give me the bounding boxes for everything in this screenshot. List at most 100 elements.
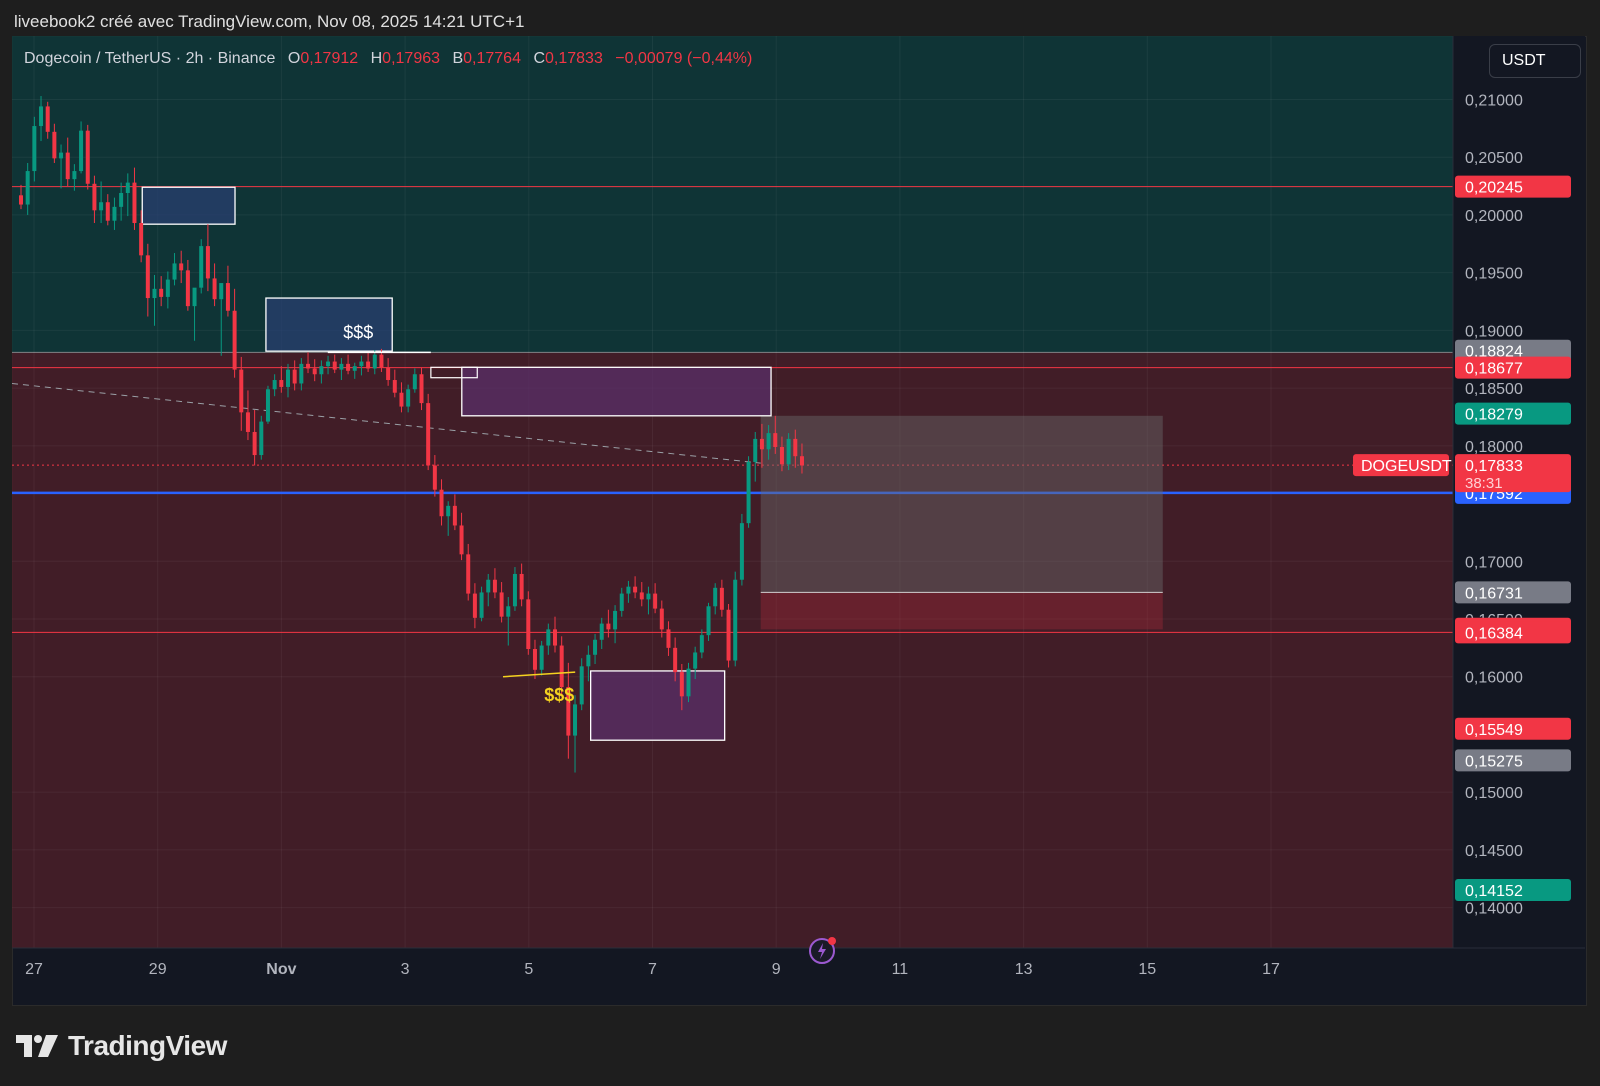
candle-body: [92, 183, 97, 211]
symbol-legend[interactable]: Dogecoin / TetherUS · 2h · Binance O0,17…: [24, 50, 752, 68]
candle-body: [552, 629, 557, 646]
candle-body: [245, 412, 250, 432]
zone-box-2: [461, 366, 772, 417]
candle-body: [285, 369, 290, 387]
candle-body: [479, 592, 484, 618]
candle-body: [392, 380, 397, 393]
symbol-tag-bg: [1353, 454, 1449, 477]
candle-body: [225, 283, 230, 311]
zone-box-1: [265, 297, 393, 352]
candle-body: [673, 647, 678, 673]
currency-button[interactable]: USDT: [1489, 44, 1581, 78]
candle-body: [419, 374, 424, 404]
candle-body: [125, 182, 130, 194]
y-tick-label: 0,18000: [1465, 439, 1523, 456]
x-tick-label: 17: [1262, 961, 1280, 978]
candle-body: [472, 593, 477, 618]
candle-body: [452, 505, 457, 526]
candle-body: [459, 525, 464, 555]
candle-body: [646, 593, 651, 600]
candle-body: [159, 288, 164, 297]
candle-body: [72, 171, 77, 180]
candle-body: [232, 310, 237, 370]
last-price-value: 0,17833: [1465, 458, 1523, 475]
shaded-zone-1: [12, 352, 1453, 948]
price-badge-5-bg: [1455, 581, 1571, 604]
last-price-badge-bg: [1455, 454, 1571, 493]
candle-body: [599, 623, 604, 640]
candle-body: [52, 131, 57, 159]
x-tick-label: 7: [648, 961, 657, 978]
candle-body: [539, 645, 544, 670]
candle-body: [412, 374, 417, 390]
price-badge-8-bg: [1455, 717, 1571, 740]
price-badge-10-bg: [1455, 879, 1571, 902]
candle-body: [719, 587, 724, 610]
candle-body: [773, 433, 778, 447]
candle-body: [25, 171, 30, 205]
annotation-label-0: $$$: [343, 322, 373, 342]
price-badge-8: 0,15549: [1465, 722, 1523, 739]
y-tick-label: 0,20000: [1465, 208, 1523, 225]
symbol-title[interactable]: Dogecoin / TetherUS · 2h · Binance: [24, 50, 276, 67]
candle-body: [619, 593, 624, 611]
trend-line: [12, 382, 761, 464]
x-tick-label: 11: [892, 961, 909, 978]
candles: [19, 96, 804, 773]
candle-body: [573, 704, 578, 736]
candle-body: [519, 573, 524, 600]
candle-body: [319, 366, 324, 375]
candle-body: [653, 593, 658, 609]
price-badge-9-bg: [1455, 749, 1571, 772]
candle-body: [633, 586, 638, 593]
y-tick-label: 0,20500: [1465, 150, 1523, 167]
candle-body: [65, 152, 70, 180]
candle-body: [132, 182, 137, 224]
candle-body: [686, 668, 691, 697]
tradingview-logo[interactable]: TradingView: [16, 1030, 227, 1062]
candle-body: [786, 438, 791, 465]
candle-body: [733, 579, 738, 661]
candle-body: [205, 246, 210, 279]
candle-body: [32, 126, 37, 172]
candle-body: [699, 635, 704, 653]
flash-icon[interactable]: [808, 935, 838, 965]
candle-body: [706, 606, 711, 636]
open-value: 0,17912: [300, 50, 359, 67]
zone-box-0: [141, 186, 236, 225]
candle-body: [306, 363, 311, 369]
candle-body: [766, 433, 771, 450]
candle-body: [679, 672, 684, 697]
candle-body: [19, 195, 23, 205]
high-key: H: [370, 50, 383, 67]
y-tick-label: 0,17000: [1465, 554, 1523, 571]
x-tick-label: 29: [149, 961, 167, 978]
price-badge-10: 0,14152: [1465, 883, 1523, 900]
candle-body: [386, 367, 391, 381]
annotations: $$$ $$$: [327, 322, 576, 705]
candle-body: [426, 403, 431, 466]
candle-body: [626, 586, 631, 594]
candle-body: [339, 363, 344, 370]
zone-boxes: [141, 186, 1163, 741]
y-tick-label: 0,14500: [1465, 843, 1523, 860]
candle-body: [139, 223, 144, 256]
price-badge-1: 0,18824: [1465, 344, 1523, 361]
candle-body: [112, 206, 117, 221]
candle-body: [499, 592, 504, 617]
y-tick-label: 0,21000: [1465, 92, 1523, 109]
candle-body: [312, 368, 317, 375]
candle-body: [265, 389, 270, 422]
price-chart[interactable]: $$$ $$$ 0,21000 0,20500 0,20000 0,19500 0,190…: [12, 36, 1585, 1004]
x-tick-label: 5: [524, 961, 533, 978]
price-badge-3-bg: [1455, 402, 1571, 425]
candle-body: [546, 629, 551, 646]
candle-body: [105, 202, 110, 221]
candle-body: [492, 579, 497, 593]
candle-body: [726, 609, 731, 661]
candle-body: [239, 369, 244, 413]
candle-body: [586, 654, 591, 667]
candle-body: [606, 623, 611, 630]
shaded-zones: [12, 36, 1453, 948]
candle-body: [432, 465, 437, 490]
